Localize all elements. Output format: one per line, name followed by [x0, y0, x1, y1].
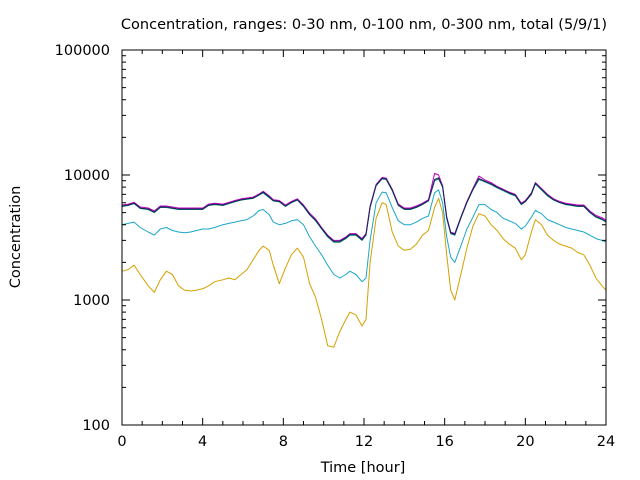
- series-line-2: [121, 189, 607, 283]
- y-tick-label: 100: [82, 418, 110, 434]
- series-line-5: [121, 177, 607, 242]
- series-line-1: [121, 197, 607, 348]
- x-tick-label: 8: [279, 434, 288, 450]
- ticks-layer: 0 4 8 12 16 20 24 100 1000 10000 100000: [55, 43, 616, 450]
- y-tick-label: 10000: [64, 168, 110, 184]
- plot-frame: [121, 49, 607, 426]
- x-tick-label: 12: [355, 434, 373, 450]
- series-line-4: [121, 172, 607, 241]
- series-layer: [121, 172, 607, 348]
- y-tick-label: 1000: [73, 293, 110, 309]
- chart-title: Concentration, ranges: 0-30 nm, 0-100 nm…: [121, 17, 607, 33]
- x-tick-label: 16: [435, 434, 453, 450]
- x-tick-label: 4: [198, 434, 207, 450]
- x-tick-label: 24: [597, 434, 615, 450]
- x-tick-label: 0: [117, 434, 126, 450]
- y-axis-label: Concentration: [8, 186, 24, 289]
- y-tick-label: 100000: [55, 43, 110, 59]
- x-tick-label: 20: [516, 434, 534, 450]
- x-axis-label: Time [hour]: [320, 460, 406, 476]
